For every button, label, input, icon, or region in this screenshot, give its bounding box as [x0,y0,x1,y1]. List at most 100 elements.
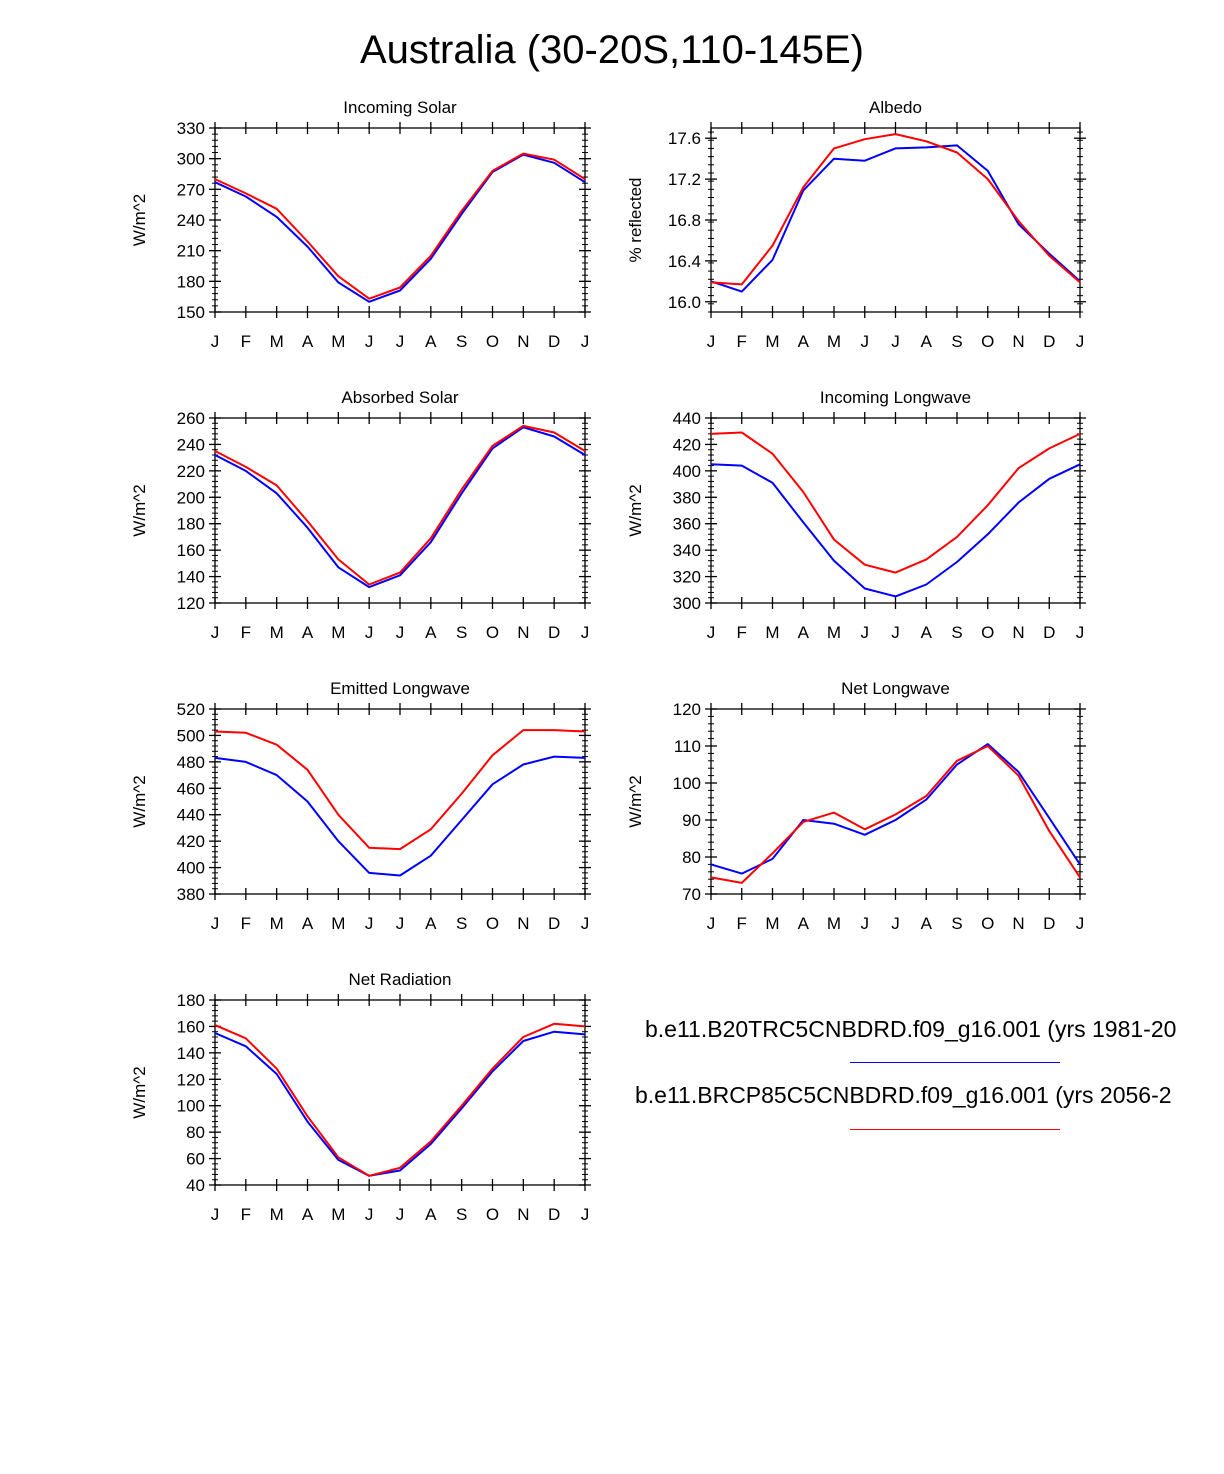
x-tick-label: O [486,1205,499,1224]
y-tick-label: 180 [177,991,205,1010]
chart-panel-2: Absorbed Solar W/m^2 120 140 160 180 200 220 240… [130,388,591,642]
x-tick-label: J [396,914,405,933]
x-tick-label: M [331,1205,345,1224]
legend-label-control: b.e11.B20TRC5CNBDRD.f09_g16.001 (yrs 198… [645,1016,1177,1042]
x-tick-label: S [951,623,962,642]
series-line-future [710,431,1081,574]
y-tick-label: 16.8 [668,211,701,230]
y-axis-label: W/m^2 [130,1066,149,1118]
plot-frame [710,417,1081,604]
x-tick-label: N [1012,623,1024,642]
series-line-control [214,755,586,877]
x-tick-label: M [270,623,284,642]
x-tick-label: A [798,623,810,642]
y-tick-label: 340 [673,541,701,560]
x-tick-label: J [211,332,220,351]
x-tick-label: N [517,914,529,933]
x-tick-label: J [581,332,590,351]
x-tick-label: J [211,914,220,933]
series-line-future [214,424,586,586]
chart-title: Incoming Solar [343,98,457,117]
series-line-future [710,133,1081,286]
series-line-control [214,426,586,589]
x-tick-label: J [365,623,374,642]
x-tick-label: J [707,332,716,351]
y-tick-label: 300 [177,150,205,169]
x-tick-label: S [456,332,467,351]
y-tick-label: 16.4 [668,252,701,271]
x-tick-label: J [365,914,374,933]
x-tick-label: O [981,914,994,933]
x-tick-label: J [396,332,405,351]
x-tick-label: F [737,623,747,642]
chart-title: Absorbed Solar [341,388,459,407]
y-tick-label: 120 [673,700,701,719]
x-tick-label: J [211,1205,220,1224]
y-tick-label: 440 [177,806,205,825]
x-tick-label: A [302,914,314,933]
x-tick-label: M [827,623,841,642]
y-tick-label: 220 [177,462,205,481]
y-tick-label: 140 [177,1044,205,1063]
x-tick-label: S [951,332,962,351]
y-tick-label: 100 [177,1097,205,1116]
chart-panel-0: Incoming Solar W/m^2 150 180 210 240 270 300 330… [130,98,591,351]
x-tick-label: J [581,623,590,642]
x-tick-label: D [548,623,560,642]
page-title: Australia (30-20S,110-145E) [360,28,864,72]
x-tick-label: M [331,332,345,351]
series-line-control [214,153,586,303]
y-axis-label: W/m^2 [626,775,645,827]
y-tick-label: 90 [682,811,701,830]
y-tick-label: 380 [177,885,205,904]
chart-title: Incoming Longwave [820,388,971,407]
series-line-control [710,144,1081,293]
series-line-future [214,729,586,851]
x-tick-label: J [707,914,716,933]
y-tick-label: 400 [673,462,701,481]
y-tick-label: 330 [177,119,205,138]
x-tick-label: O [981,623,994,642]
x-tick-label: J [1076,623,1085,642]
x-tick-label: M [765,914,779,933]
x-tick-label: N [517,332,529,351]
plot-frame [214,708,586,895]
x-tick-label: J [581,914,590,933]
y-tick-label: 70 [682,885,701,904]
y-tick-label: 320 [673,568,701,587]
y-tick-label: 200 [177,488,205,507]
x-tick-label: A [425,332,437,351]
y-tick-label: 480 [177,753,205,772]
x-tick-label: A [798,332,810,351]
legend-line-control [850,1062,1060,1063]
x-tick-label: J [365,1205,374,1224]
x-tick-label: M [270,1205,284,1224]
x-tick-label: F [737,914,747,933]
chart-panel-6: Net Radiation W/m^2 40 60 80 100 120 140 160 180 J… [130,970,591,1224]
chart-title: Net Radiation [348,970,451,989]
x-tick-label: N [517,623,529,642]
y-tick-label: 160 [177,1017,205,1036]
y-tick-label: 110 [674,737,701,756]
x-tick-label: M [827,332,841,351]
chart-panel-4: Emitted Longwave W/m^2 380 400 420 440 460 480 5… [130,679,591,933]
x-tick-label: J [396,1205,405,1224]
x-tick-label: M [270,914,284,933]
chart-panel-3: Incoming Longwave W/m^2 300 320 340 360 380 400… [626,388,1086,642]
x-tick-label: N [1012,332,1024,351]
y-tick-label: 140 [177,568,205,587]
y-axis-label: % reflected [626,177,645,262]
series-line-control [710,463,1081,598]
chart-title: Net Longwave [841,679,950,698]
x-tick-label: J [861,914,870,933]
y-axis-label: W/m^2 [130,194,149,246]
x-tick-label: S [951,914,962,933]
legend-label-future: b.e11.BRCP85C5CNBDRD.f09_g16.001 (yrs 20… [635,1082,1172,1108]
x-tick-label: J [861,332,870,351]
x-tick-label: M [331,623,345,642]
y-axis-label: W/m^2 [130,775,149,827]
x-tick-label: F [737,332,747,351]
x-tick-label: S [456,1205,467,1224]
